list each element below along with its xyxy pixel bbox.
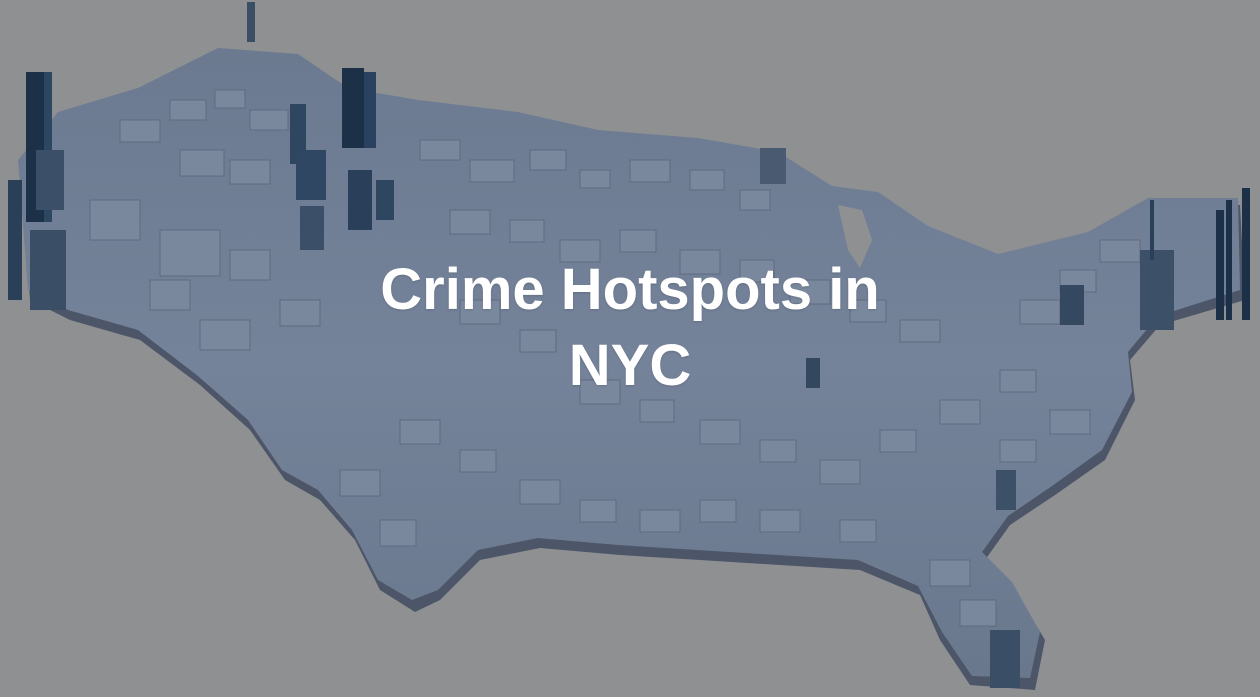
county-blocks [89, 89, 1141, 627]
column-plains-1 [290, 104, 306, 164]
us-landmass-top [18, 48, 1240, 678]
column-plains-5 [300, 206, 324, 250]
column-plains-2 [296, 150, 326, 200]
column-florida [990, 630, 1020, 688]
column-tower-topright [760, 148, 786, 184]
column-spire [247, 2, 255, 42]
map-title-line-1: Crime Hotspots in [380, 257, 880, 322]
hotspot-columns [8, 2, 1250, 688]
column-west-3 [36, 150, 64, 210]
column-northeast [1060, 188, 1250, 330]
map-title-line-2: NYC [568, 333, 692, 398]
column-plains-3 [348, 170, 372, 230]
column-west-2 [30, 230, 66, 310]
column-southeast [996, 470, 1016, 510]
column-midwest [806, 358, 820, 388]
column-west-1 [8, 180, 22, 300]
great-lakes [838, 205, 872, 268]
column-north-tall [342, 68, 376, 148]
column-plains-4 [376, 180, 394, 220]
map-title: Crime Hotspots in NYC [0, 252, 1260, 404]
